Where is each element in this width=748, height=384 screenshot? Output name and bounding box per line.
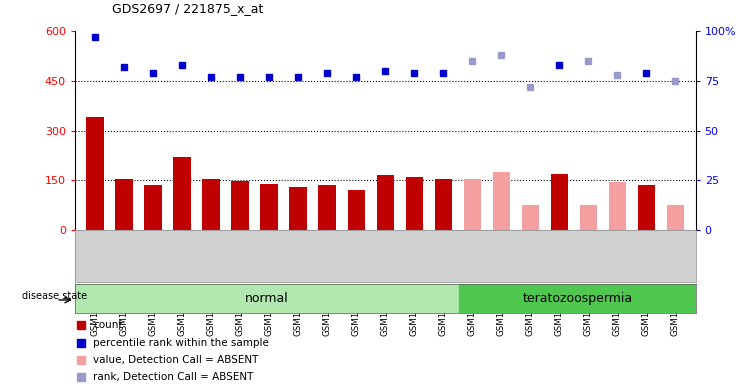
Bar [174,157,191,230]
Bar [376,175,394,230]
Text: disease state: disease state [22,291,88,301]
Text: value, Detection Call = ABSENT: value, Detection Call = ABSENT [94,355,259,365]
Bar [493,172,510,230]
Bar [348,190,365,230]
Bar [551,174,568,230]
Bar [260,184,278,230]
Bar [144,185,162,230]
Text: GDS2697 / 221875_x_at: GDS2697 / 221875_x_at [112,2,263,15]
Bar [289,187,307,230]
Text: percentile rank within the sample: percentile rank within the sample [94,338,269,348]
Bar [666,205,684,230]
Text: normal: normal [245,292,289,305]
Bar [115,179,133,230]
Bar [521,205,539,230]
Bar [231,181,249,230]
Bar [405,177,423,230]
Bar [203,179,220,230]
Bar [459,284,696,313]
Bar [75,284,459,313]
Bar [637,185,655,230]
Bar [464,179,481,230]
Text: teratozoospermia: teratozoospermia [522,292,633,305]
Text: count: count [94,320,123,330]
Bar [580,205,597,230]
Bar [319,185,336,230]
Text: rank, Detection Call = ABSENT: rank, Detection Call = ABSENT [94,372,254,382]
Bar [87,117,104,230]
Bar [609,182,626,230]
Bar [435,179,452,230]
